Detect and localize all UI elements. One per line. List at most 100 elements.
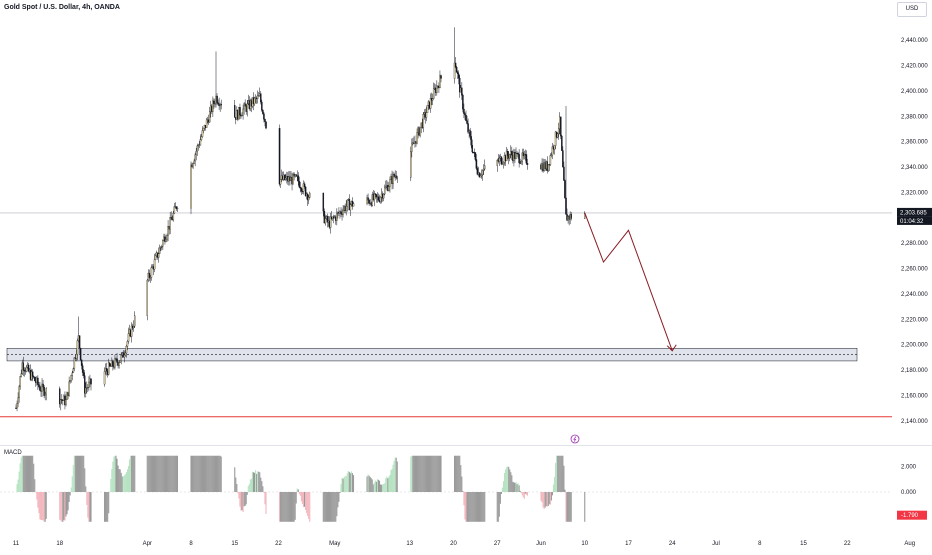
candle-body[interactable] — [295, 174, 297, 177]
candle-body[interactable] — [299, 186, 302, 189]
candle-body[interactable] — [470, 136, 472, 146]
candle-body[interactable] — [482, 168, 485, 171]
candle-body[interactable] — [440, 75, 442, 79]
candle-body[interactable] — [59, 388, 61, 405]
candle-body[interactable] — [242, 108, 244, 116]
candle-body[interactable] — [439, 75, 441, 89]
candle-body[interactable] — [345, 206, 347, 211]
candles-layer[interactable] — [15, 27, 586, 412]
candle-body[interactable] — [519, 162, 521, 164]
candle-body[interactable] — [550, 154, 553, 156]
candle-body[interactable] — [194, 154, 196, 162]
candle-body[interactable] — [265, 121, 267, 129]
candle-body[interactable] — [170, 217, 172, 220]
candle-body[interactable] — [462, 94, 464, 110]
candle-body[interactable] — [396, 177, 398, 179]
candle-body[interactable] — [38, 384, 40, 387]
candle-body[interactable] — [173, 206, 176, 214]
candle-body[interactable] — [233, 105, 236, 118]
candle-body[interactable] — [176, 207, 179, 210]
candle-body[interactable] — [518, 154, 520, 164]
candle-body[interactable] — [454, 62, 457, 68]
candle-body[interactable] — [465, 115, 467, 121]
candle-body[interactable] — [304, 186, 307, 196]
candle-body[interactable] — [481, 170, 484, 176]
candle-body[interactable] — [90, 378, 92, 385]
candle-body[interactable] — [69, 380, 71, 383]
candle-body[interactable] — [239, 107, 241, 116]
candle-body[interactable] — [549, 155, 552, 165]
candle-body[interactable] — [551, 146, 554, 156]
candle-body[interactable] — [116, 358, 118, 363]
candle-body[interactable] — [478, 172, 481, 178]
candle-body[interactable] — [520, 161, 522, 164]
candle-body[interactable] — [73, 357, 76, 369]
candle-body[interactable] — [37, 377, 39, 385]
candle-body[interactable] — [27, 364, 30, 372]
candle-body[interactable] — [105, 368, 108, 372]
candle-body[interactable] — [119, 360, 121, 363]
candle-body[interactable] — [148, 272, 151, 278]
candle-body[interactable] — [476, 168, 479, 175]
candle-body[interactable] — [475, 159, 478, 169]
candle-body[interactable] — [65, 399, 67, 406]
candle-body[interactable] — [505, 150, 508, 162]
candle-body[interactable] — [426, 105, 429, 113]
candle-body[interactable] — [60, 399, 62, 405]
candle-body[interactable] — [262, 110, 264, 114]
candle-body[interactable] — [429, 98, 432, 109]
candle-body[interactable] — [377, 196, 380, 201]
candle-body[interactable] — [22, 362, 25, 371]
candle-body[interactable] — [302, 183, 305, 192]
candle-body[interactable] — [120, 355, 122, 361]
candle-body[interactable] — [87, 387, 89, 389]
candle-body[interactable] — [480, 174, 483, 176]
candle-body[interactable] — [154, 255, 157, 260]
candle-body[interactable] — [563, 166, 565, 181]
candle-body[interactable] — [557, 128, 560, 135]
candle-body[interactable] — [464, 113, 466, 116]
candle-body[interactable] — [68, 381, 70, 396]
candle-body[interactable] — [297, 175, 300, 182]
candle-body[interactable] — [501, 163, 504, 165]
candle-body[interactable] — [374, 193, 377, 195]
candle-body[interactable] — [85, 387, 87, 394]
candle-body[interactable] — [264, 119, 266, 122]
candle-body[interactable] — [42, 383, 44, 388]
candle-body[interactable] — [19, 376, 21, 387]
candle-body[interactable] — [411, 143, 413, 152]
candle-body[interactable] — [112, 360, 114, 367]
candle-body[interactable] — [382, 193, 385, 199]
candle-body[interactable] — [432, 88, 435, 99]
candle-body[interactable] — [336, 212, 338, 221]
candle-body[interactable] — [123, 354, 126, 358]
candle-body[interactable] — [31, 371, 34, 377]
candle-body[interactable] — [214, 103, 216, 105]
candle-body[interactable] — [241, 115, 243, 117]
candle-body[interactable] — [565, 197, 567, 215]
candle-body[interactable] — [383, 187, 386, 195]
candle-body[interactable] — [422, 114, 425, 128]
candle-body[interactable] — [160, 246, 162, 249]
candle-body[interactable] — [81, 365, 84, 373]
candle-body[interactable] — [554, 131, 557, 146]
candle-body[interactable] — [301, 190, 304, 193]
candle-body[interactable] — [41, 383, 43, 392]
candle-body[interactable] — [508, 154, 511, 159]
candle-body[interactable] — [453, 62, 456, 79]
candle-body[interactable] — [389, 179, 391, 187]
candle-body[interactable] — [346, 199, 348, 207]
candle-body[interactable] — [526, 163, 529, 165]
candle-body[interactable] — [461, 87, 463, 96]
candle-body[interactable] — [216, 95, 218, 103]
candle-body[interactable] — [118, 362, 120, 366]
candle-body[interactable] — [153, 259, 156, 270]
candle-body[interactable] — [109, 362, 111, 366]
candle-body[interactable] — [43, 386, 45, 397]
candle-body[interactable] — [416, 132, 418, 144]
candle-body[interactable] — [479, 175, 482, 178]
candle-body[interactable] — [329, 216, 332, 228]
candle-body[interactable] — [76, 340, 79, 355]
candle-body[interactable] — [463, 108, 465, 114]
candle-body[interactable] — [157, 253, 160, 258]
